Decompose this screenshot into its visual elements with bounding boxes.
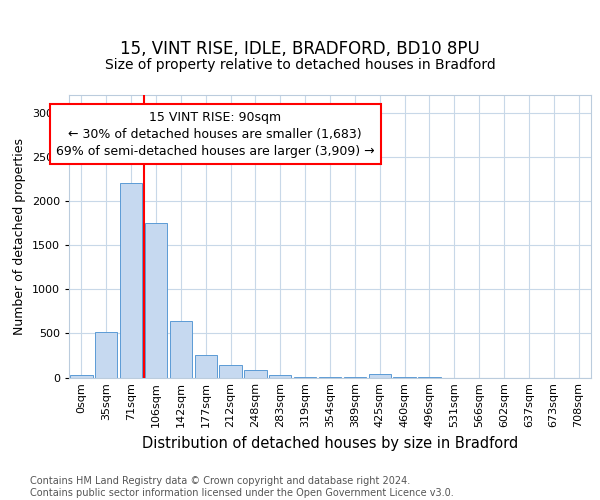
Y-axis label: Number of detached properties: Number of detached properties <box>13 138 26 335</box>
Bar <box>269 375 292 378</box>
Bar <box>145 223 167 378</box>
Bar <box>220 365 242 378</box>
Bar <box>95 332 118 378</box>
Text: 15, VINT RISE, IDLE, BRADFORD, BD10 8PU: 15, VINT RISE, IDLE, BRADFORD, BD10 8PU <box>120 40 480 58</box>
Bar <box>120 184 142 378</box>
Text: 15 VINT RISE: 90sqm
← 30% of detached houses are smaller (1,683)
69% of semi-det: 15 VINT RISE: 90sqm ← 30% of detached ho… <box>56 110 374 158</box>
Bar <box>368 374 391 378</box>
Bar <box>244 370 266 378</box>
X-axis label: Distribution of detached houses by size in Bradford: Distribution of detached houses by size … <box>142 436 518 451</box>
Bar <box>70 375 92 378</box>
Bar <box>194 354 217 378</box>
Text: Size of property relative to detached houses in Bradford: Size of property relative to detached ho… <box>104 58 496 72</box>
Bar <box>170 321 192 378</box>
Text: Contains HM Land Registry data © Crown copyright and database right 2024.
Contai: Contains HM Land Registry data © Crown c… <box>30 476 454 498</box>
Bar <box>319 376 341 378</box>
Bar <box>294 376 316 378</box>
